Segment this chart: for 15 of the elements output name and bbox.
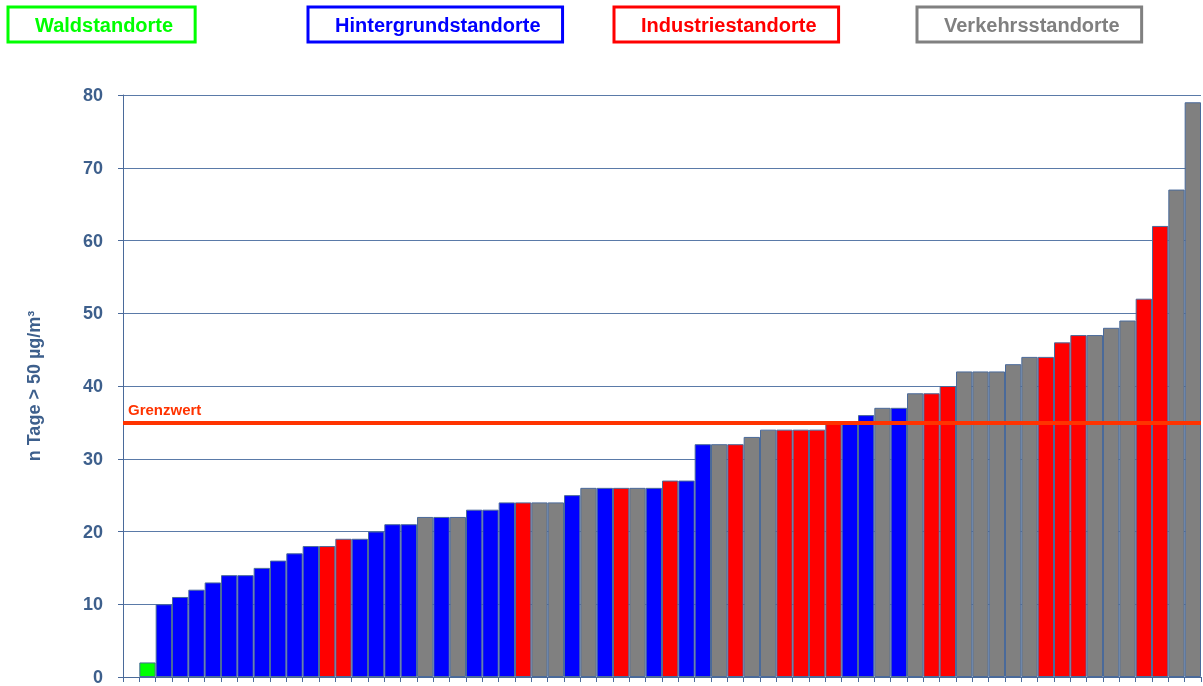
text: Verkehrsstandorte (944, 14, 1120, 36)
y-axis-title: n Tage > 50 µg/m³ (24, 310, 44, 462)
y-tick-label: 50 (82, 303, 103, 324)
y-tick-label: 40 (82, 376, 103, 396)
y-tick-label: 60 (82, 230, 103, 251)
y-tick-label: 80 (82, 85, 103, 105)
y-tick-label: 0 (92, 667, 103, 686)
y-tick-label: 20 (82, 521, 103, 542)
text: Hintergrundstandorte (335, 14, 541, 36)
y-tick-label: 10 (82, 594, 103, 615)
ref-line-label: Grenzwert (128, 401, 202, 419)
y-tick-label: 70 (82, 157, 103, 178)
y-tick-label: 30 (82, 448, 103, 469)
text: Waldstandorte (35, 14, 174, 36)
text: Industriestandorte (641, 14, 817, 36)
